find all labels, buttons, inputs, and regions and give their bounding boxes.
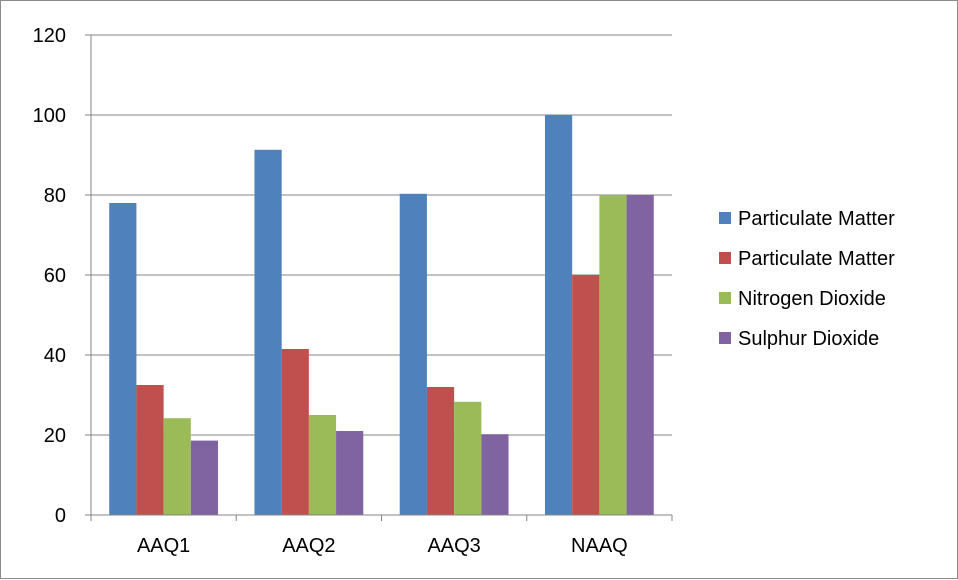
y-tick-label: 20: [44, 425, 66, 447]
legend-swatch: [719, 212, 731, 224]
bar-aaq2-series-3: [308, 415, 337, 515]
legend-swatch: [719, 292, 731, 304]
bar-aaq1-series-3: [163, 418, 191, 515]
bar-aaq1-series-2: [136, 385, 164, 515]
y-tick-label: 0: [55, 505, 66, 527]
bar-aaq3-series-1: [399, 193, 427, 516]
legend-label: Particulate Matter: [738, 248, 895, 270]
legend-swatch: [719, 332, 731, 344]
bar-naaq-series-3: [599, 195, 627, 515]
bar-aaq3-series-4: [481, 434, 509, 515]
bar-naaq-series-1: [544, 115, 573, 515]
x-category-label: AAQ3: [427, 535, 480, 557]
legend: Particulate Matter Particulate Matter Nitr…: [719, 208, 895, 350]
bar-aaq3-series-3: [454, 401, 482, 515]
bars: [109, 115, 654, 516]
bar-aaq2-series-1: [254, 149, 282, 516]
bar-aaq1-series-4: [190, 440, 219, 515]
legend-label: Sulphur Dioxide: [738, 328, 879, 350]
legend-swatch: [719, 252, 731, 264]
bar-aaq3-series-2: [426, 387, 455, 515]
y-tick-label: 120: [33, 25, 66, 47]
bar-aaq2-series-2: [281, 349, 309, 515]
y-tick-label: 40: [44, 345, 66, 367]
bar-aaq2-series-4: [336, 431, 364, 515]
legend-label: Nitrogen Dioxide: [738, 288, 886, 310]
bar-naaq-series-4: [626, 195, 654, 515]
bar-aaq1-series-1: [109, 203, 137, 515]
x-category-label: AAQ2: [282, 535, 335, 557]
y-tick-label: 100: [33, 105, 66, 127]
y-tick-label: 80: [44, 185, 66, 207]
legend-label: Particulate Matter: [738, 208, 895, 230]
x-category-label: AAQ1: [137, 535, 190, 557]
y-tick-label: 60: [44, 265, 66, 287]
x-category-label: NAAQ: [571, 535, 628, 557]
axes: 0 20 40 60 80 100 120 AAQ1 AAQ2 AAQ3 NAAQ: [33, 25, 673, 557]
bar-naaq-series-2: [572, 275, 600, 515]
